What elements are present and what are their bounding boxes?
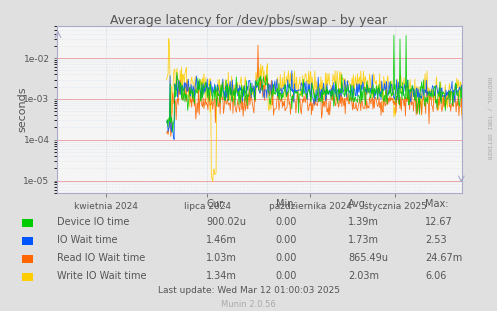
Text: 1.39m: 1.39m (348, 217, 379, 227)
Text: Cur:: Cur: (206, 199, 226, 209)
Text: 2.03m: 2.03m (348, 271, 379, 281)
Text: 865.49u: 865.49u (348, 253, 388, 263)
Text: IO Wait time: IO Wait time (57, 235, 118, 245)
Text: Munin 2.0.56: Munin 2.0.56 (221, 300, 276, 309)
Text: Device IO time: Device IO time (57, 217, 130, 227)
Text: Last update: Wed Mar 12 01:00:03 2025: Last update: Wed Mar 12 01:00:03 2025 (158, 286, 339, 295)
Text: 24.67m: 24.67m (425, 253, 462, 263)
Text: RRDTOOL / TOBI OETIKER: RRDTOOL / TOBI OETIKER (486, 77, 491, 160)
Text: 900.02u: 900.02u (206, 217, 246, 227)
Text: Average latency for /dev/pbs/swap - by year: Average latency for /dev/pbs/swap - by y… (110, 14, 387, 27)
Text: 1.03m: 1.03m (206, 253, 237, 263)
Text: 1.34m: 1.34m (206, 271, 237, 281)
Text: Max:: Max: (425, 199, 448, 209)
Text: 2.53: 2.53 (425, 235, 447, 245)
Y-axis label: seconds: seconds (17, 87, 27, 132)
Text: 12.67: 12.67 (425, 217, 453, 227)
Text: 1.73m: 1.73m (348, 235, 379, 245)
Text: Read IO Wait time: Read IO Wait time (57, 253, 146, 263)
Text: Write IO Wait time: Write IO Wait time (57, 271, 147, 281)
Text: Avg:: Avg: (348, 199, 369, 209)
Text: 0.00: 0.00 (276, 235, 297, 245)
Text: Min:: Min: (276, 199, 297, 209)
Text: 0.00: 0.00 (276, 217, 297, 227)
Text: 6.06: 6.06 (425, 271, 446, 281)
Text: 1.46m: 1.46m (206, 235, 237, 245)
Text: 0.00: 0.00 (276, 271, 297, 281)
Text: 0.00: 0.00 (276, 253, 297, 263)
